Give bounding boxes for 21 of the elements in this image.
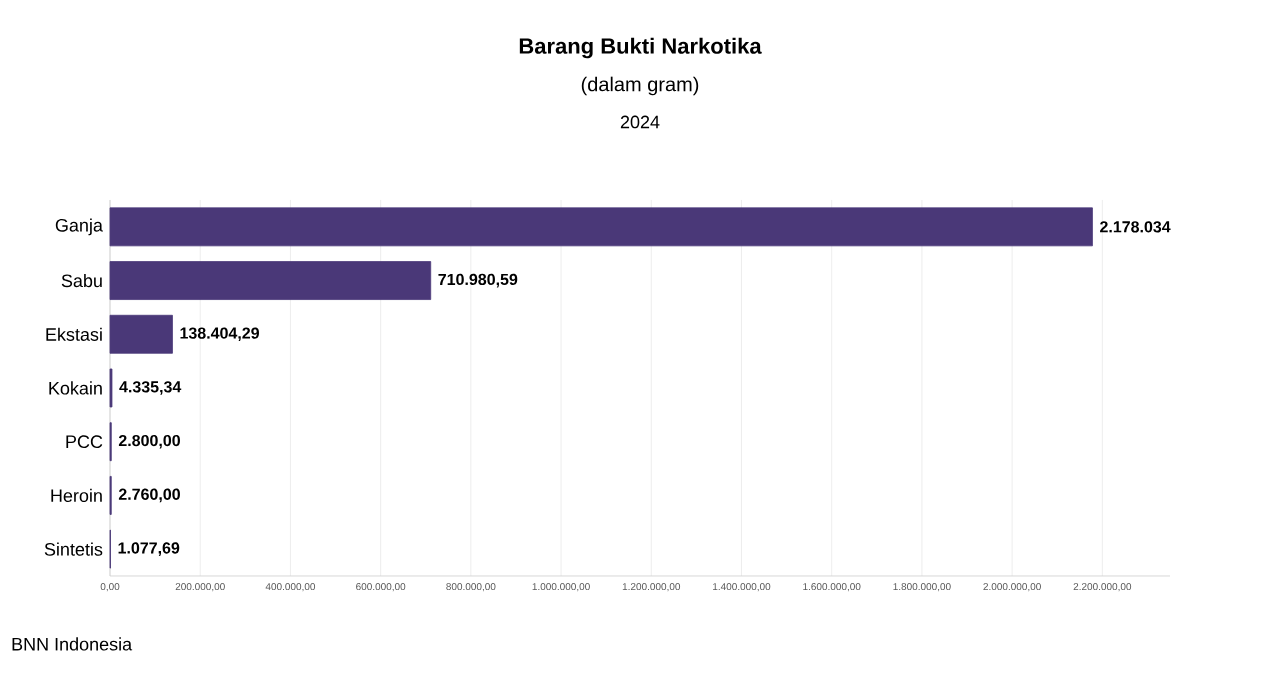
chart-subtitle: (dalam gram) — [581, 76, 699, 96]
data-label: 2.800,00 — [118, 434, 180, 449]
y-tick-label: Kokain — [49, 381, 102, 395]
data-label: 2.178.034 — [1100, 221, 1171, 233]
data-label: 2.760,00 — [118, 488, 180, 503]
data-label: 138.404,29 — [180, 327, 259, 342]
y-tick-label: PCC — [66, 435, 103, 449]
data-label: 710.980,59 — [438, 273, 518, 288]
bar — [109, 261, 432, 300]
y-tick-label: Ganja — [55, 218, 103, 236]
y-tick-label: Sintetis — [44, 542, 103, 556]
chart-title: Barang Bukti Narkotika — [519, 37, 762, 59]
data-label: 4.335,34 — [119, 381, 182, 395]
text: 2024 — [620, 115, 660, 129]
y-tick-label: Ekstasi — [46, 327, 102, 341]
text: BNN Indonesia — [12, 637, 133, 651]
y-tick-label: Heroin — [51, 488, 102, 503]
data-label: 1.077,69 — [118, 542, 180, 556]
y-tick-label: Sabu — [61, 273, 102, 288]
bar — [109, 314, 173, 354]
bar — [109, 207, 1093, 247]
